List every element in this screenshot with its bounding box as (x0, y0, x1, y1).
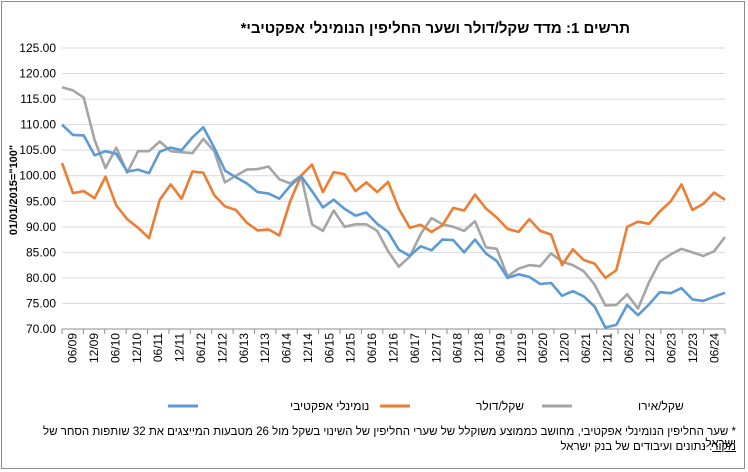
x-tick-label: 12/10 (130, 333, 144, 363)
x-tick-label: 06/18 (451, 333, 465, 363)
x-tick-label: 06/15 (322, 333, 336, 363)
series-line-0 (61, 123, 726, 329)
y-tick-label: 125.00 (19, 41, 56, 55)
x-tick-label: 12/16 (387, 333, 401, 363)
y-axis-ticks: 70.00 75.00 80.00 85.00 90.00 95.00 100.00 105.… (19, 41, 56, 336)
series-line-2 (61, 86, 727, 310)
series-line-1 (60, 162, 726, 280)
source-label: מקור (712, 441, 736, 453)
x-tick-label: 06/20 (536, 333, 550, 363)
y-tick-label: 90.00 (26, 220, 56, 234)
x-tick-label: 06/21 (579, 333, 593, 363)
y-tick-label: 100.00 (19, 169, 56, 183)
x-tick-label: 12/09 (87, 333, 101, 363)
legend-label-0: נומינלי אפקטיבי (290, 399, 369, 413)
x-tick-label: 12/23 (686, 333, 700, 363)
y-tick-label: 85.00 (26, 245, 56, 259)
x-tick-label: 06/24 (707, 333, 721, 363)
x-tick-label: 12/21 (600, 333, 614, 363)
x-tick-label: 12/11 (173, 333, 187, 362)
source-text: : נתונים ועיבודים של בנק ישראל (560, 441, 713, 453)
x-tick-label: 12/19 (515, 333, 529, 363)
y-tick-label: 95.00 (26, 194, 56, 208)
x-tick-label: 06/10 (108, 333, 122, 363)
x-tick-label: 12/13 (258, 333, 272, 363)
legend-label-1: שקל/דולר (476, 399, 524, 413)
x-tick-label: 12/15 (344, 333, 358, 363)
chart-title: תרשים 1: מדד שקל/דולר ושער החליפין הנומי… (240, 20, 630, 37)
x-tick-label: 06/13 (237, 333, 251, 363)
y-tick-label: 110.00 (20, 118, 56, 132)
y-tick-label: 70.00 (26, 322, 56, 336)
y-axis-label: 01/01/2015="100" (8, 145, 20, 235)
x-tick-label: 06/11 (151, 333, 165, 362)
x-tick-label: 06/14 (280, 333, 294, 363)
x-tick-label: 06/09 (66, 333, 80, 363)
x-tick-label: 12/17 (429, 333, 443, 363)
x-tick-label: 12/14 (301, 333, 315, 363)
y-tick-label: 80.00 (26, 271, 56, 285)
x-tick-label: 12/12 (215, 333, 229, 363)
x-tick-label: 06/23 (665, 333, 679, 363)
x-tick-label: 12/22 (643, 333, 657, 363)
grid-lines (62, 47, 725, 330)
y-tick-label: 120.00 (19, 67, 56, 81)
y-tick-label: 75.00 (26, 296, 56, 310)
x-tick-label: 06/16 (365, 333, 379, 363)
x-tick-label: 12/18 (472, 333, 486, 363)
legend-label-2: שקל/אירו (638, 399, 684, 413)
x-tick-label: 06/22 (622, 333, 636, 363)
series-lines (60, 86, 727, 329)
legend: נומינלי אפקטיבי שקל/דולר שקל/אירו (168, 399, 684, 413)
x-tick-label: 06/12 (194, 333, 208, 363)
footnote: * שער החליפין הנומינלי אפקטיבי, מחושב כמ… (43, 426, 736, 450)
x-tick-label: 06/19 (493, 333, 507, 363)
source-note: מקור: נתונים ועיבודים של בנק ישראל (16, 441, 736, 453)
y-tick-label: 115.00 (20, 92, 56, 106)
x-tick-label: 06/17 (408, 333, 422, 363)
x-tick-label: 12/20 (558, 333, 572, 363)
x-axis: 06/09 12/09 06/10 12/10 06/11 12/11 06/12 12/12… (61, 328, 726, 363)
y-tick-label: 105.00 (19, 143, 56, 157)
